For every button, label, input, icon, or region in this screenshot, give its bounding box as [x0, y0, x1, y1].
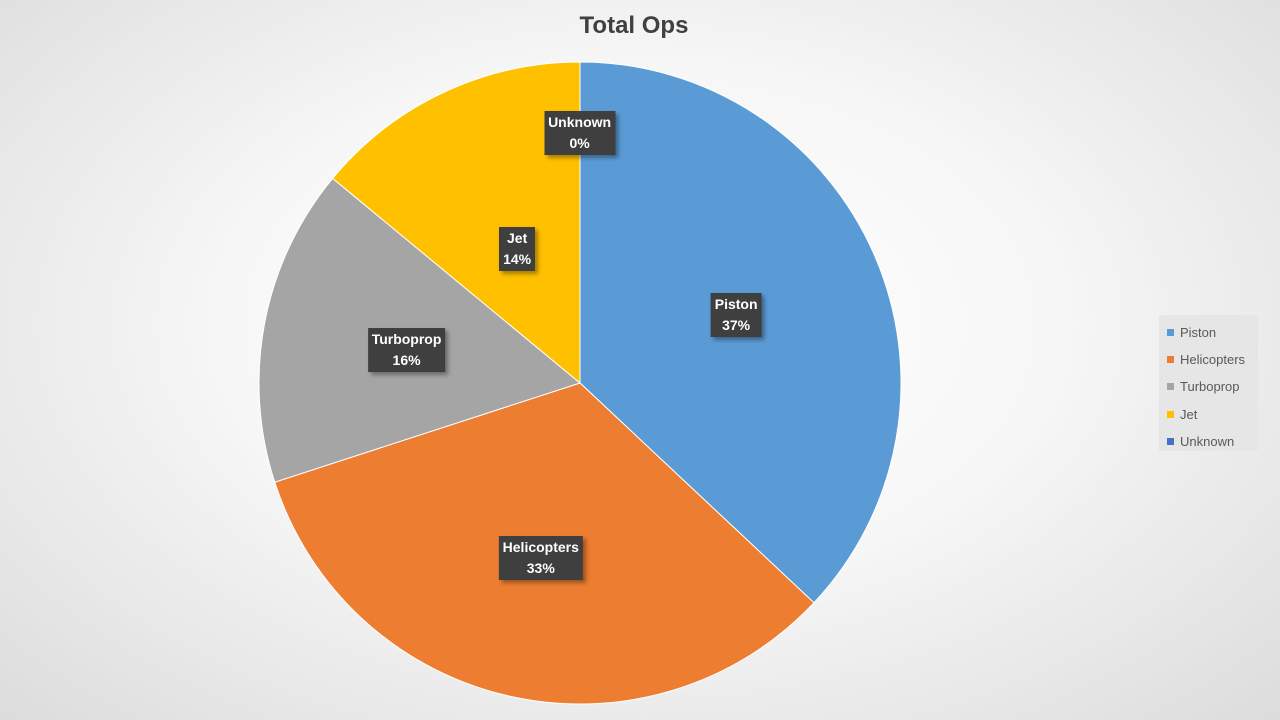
legend-item-unknown: Unknown — [1159, 428, 1258, 455]
legend-label: Piston — [1180, 325, 1217, 341]
data-label-percent: 14% — [503, 251, 532, 268]
legend-label: Helicopters — [1180, 352, 1246, 368]
data-label-turboprop: Turboprop 16% — [367, 327, 446, 372]
data-label-category: Jet — [507, 230, 528, 247]
legend-item-turboprop: Turboprop — [1159, 373, 1258, 400]
data-label-percent: 16% — [392, 351, 421, 368]
legend-item-jet: Jet — [1159, 401, 1258, 428]
legend-item-piston: Piston — [1159, 319, 1258, 346]
data-label-piston: Piston 37% — [710, 293, 762, 338]
data-label-category: Turboprop — [371, 330, 442, 347]
data-label-percent: 37% — [722, 317, 751, 334]
legend-label: Unknown — [1180, 433, 1235, 449]
legend-swatch — [1167, 410, 1174, 418]
chart-title: Total Ops — [579, 12, 689, 39]
data-label-unknown: Unknown 0% — [544, 110, 616, 155]
data-label-category: Helicopters — [502, 539, 579, 556]
legend-label: Turboprop — [1180, 379, 1240, 395]
legend-swatch — [1167, 356, 1174, 364]
pie-slice-jet — [331, 61, 581, 385]
data-label-helicopters: Helicopters 33% — [498, 536, 583, 581]
data-label-percent: 33% — [526, 560, 555, 577]
legend: Piston Helicopters Turboprop Jet Unknown — [1159, 315, 1258, 451]
data-label-jet: Jet 14% — [499, 227, 536, 272]
legend-label: Jet — [1180, 406, 1198, 422]
data-label-percent: 0% — [569, 134, 590, 151]
legend-swatch — [1167, 329, 1174, 337]
legend-swatch — [1167, 437, 1174, 445]
data-label-category: Piston — [714, 296, 758, 313]
data-label-category: Unknown — [548, 113, 612, 130]
legend-swatch — [1167, 383, 1174, 391]
legend-item-helicopters: Helicopters — [1159, 346, 1258, 373]
